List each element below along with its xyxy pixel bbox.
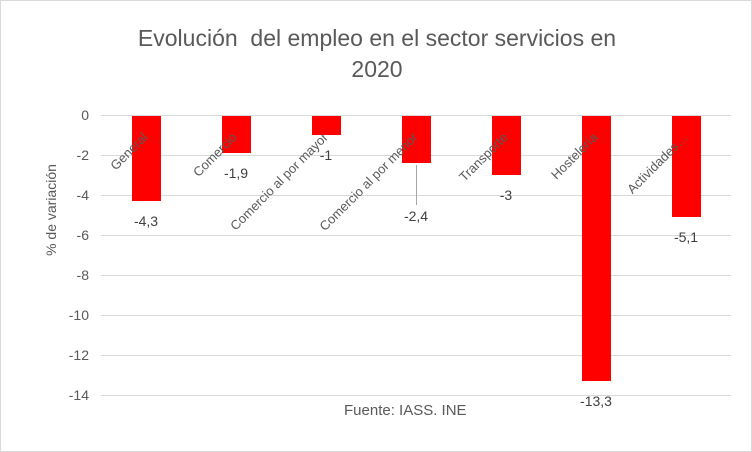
chart-title-line1: Evolución del empleo en el sector servic… [137, 25, 617, 51]
label-leader-line [416, 165, 417, 205]
data-label: -4,3 [133, 213, 159, 229]
gridline [101, 315, 731, 316]
y-tick-label: -14 [68, 387, 89, 403]
data-label: -5,1 [673, 229, 699, 245]
gridline [101, 275, 731, 276]
source-note: Fuente: IASS. INE [344, 402, 467, 419]
chart-title-line2: 2020 [351, 56, 403, 82]
y-tick-label: -8 [76, 267, 89, 283]
data-label: -2,4 [403, 208, 429, 224]
chart-title: Evolución del empleo en el sector servic… [1, 23, 751, 85]
y-tick-label: -6 [76, 227, 89, 243]
bar [311, 116, 341, 135]
data-label: -1,9 [223, 165, 249, 181]
gridline [101, 395, 731, 396]
bar [581, 116, 611, 381]
bar [671, 116, 701, 217]
bar [221, 116, 251, 153]
bar [491, 116, 521, 175]
bar [131, 116, 161, 201]
y-tick-label: -10 [68, 307, 89, 323]
gridline [101, 235, 731, 236]
data-label: -13,3 [580, 393, 612, 409]
gridline [101, 115, 731, 116]
gridline [101, 355, 731, 356]
y-tick-label: -12 [68, 347, 89, 363]
y-tick-label: -2 [76, 147, 89, 163]
data-label: -1 [319, 147, 333, 163]
bar [401, 116, 431, 163]
data-label: -3 [499, 187, 513, 203]
y-tick-label: -4 [76, 187, 89, 203]
y-tick-label: 0 [81, 107, 89, 123]
